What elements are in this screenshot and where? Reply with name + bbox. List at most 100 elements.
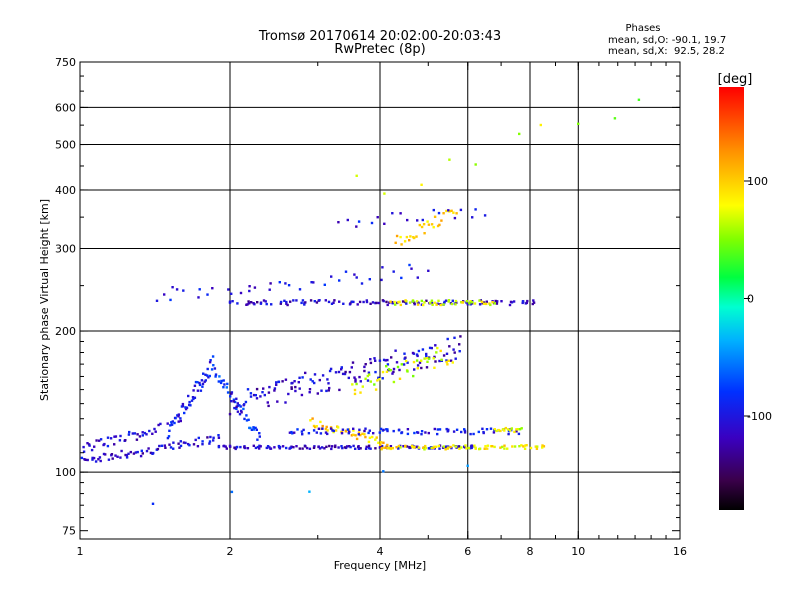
- data-point: [303, 303, 306, 306]
- data-point: [432, 446, 435, 449]
- data-point: [187, 394, 190, 398]
- data-point: [359, 380, 362, 383]
- data-point: [489, 303, 492, 307]
- data-point: [437, 211, 441, 215]
- data-point: [174, 416, 177, 420]
- data-point: [478, 447, 481, 451]
- data-point: [379, 441, 383, 444]
- data-point: [323, 447, 326, 450]
- data-point: [254, 394, 257, 397]
- data-point: [262, 387, 265, 390]
- data-point: [389, 445, 393, 448]
- data-point: [398, 300, 401, 303]
- data-point: [468, 302, 471, 305]
- data-point: [399, 303, 402, 307]
- data-point: [371, 301, 375, 304]
- data-point: [265, 446, 268, 450]
- data-point: [397, 429, 401, 432]
- data-point: [154, 430, 157, 433]
- data-point: [171, 286, 174, 289]
- data-point: [255, 387, 259, 391]
- data-point: [301, 376, 304, 379]
- chart-subtitle: RwPretec (8p): [334, 42, 425, 57]
- data-point: [132, 452, 136, 455]
- data-point: [364, 377, 367, 380]
- data-point: [247, 418, 250, 421]
- data-point: [298, 447, 301, 450]
- data-point: [422, 446, 425, 449]
- data-point: [466, 464, 469, 467]
- data-point: [149, 451, 153, 455]
- data-point: [368, 278, 371, 281]
- data-point: [188, 400, 191, 404]
- data-point: [489, 427, 493, 430]
- data-point: [416, 354, 419, 358]
- data-point: [348, 445, 351, 448]
- data-point: [345, 445, 349, 448]
- data-point: [399, 212, 402, 215]
- data-point: [355, 225, 358, 228]
- data-point: [437, 299, 440, 302]
- data-point: [340, 432, 344, 435]
- data-point: [393, 300, 396, 304]
- data-point: [127, 452, 130, 455]
- data-point: [245, 419, 249, 422]
- data-point: [308, 490, 311, 493]
- data-point: [439, 349, 442, 353]
- data-point: [474, 446, 477, 449]
- data-point: [430, 346, 433, 350]
- data-point: [310, 281, 313, 284]
- data-point: [357, 431, 361, 434]
- data-point: [354, 380, 357, 383]
- data-point: [278, 445, 282, 449]
- data-point: [191, 396, 195, 399]
- data-point: [536, 445, 539, 448]
- data-point: [425, 366, 429, 369]
- data-point: [254, 446, 258, 450]
- data-point: [411, 445, 414, 449]
- data-point: [184, 441, 187, 445]
- data-point: [114, 454, 117, 457]
- data-point: [447, 299, 451, 302]
- data-point: [332, 301, 335, 304]
- data-point: [413, 236, 416, 240]
- data-point: [443, 301, 446, 305]
- data-point: [304, 301, 307, 304]
- chart-title: Tromsø 20170614 20:02:00-20:03:43: [258, 29, 501, 44]
- data-point: [304, 445, 307, 448]
- data-points: [80, 98, 641, 505]
- data-point: [266, 445, 270, 448]
- data-point: [359, 391, 362, 394]
- data-point: [426, 220, 429, 223]
- data-point: [255, 428, 258, 431]
- data-point: [420, 225, 424, 229]
- data-point: [315, 301, 319, 304]
- data-point: [219, 381, 223, 385]
- data-point: [472, 432, 475, 436]
- data-point: [82, 450, 86, 453]
- data-point: [369, 361, 373, 365]
- data-point: [358, 300, 362, 304]
- data-point: [400, 363, 403, 366]
- data-point: [281, 445, 285, 448]
- colorbar-tick-label: -100: [747, 410, 772, 423]
- data-point: [486, 444, 490, 447]
- data-point: [386, 363, 390, 366]
- data-point: [226, 391, 230, 394]
- data-point: [454, 299, 458, 303]
- data-point: [277, 380, 281, 383]
- data-point: [358, 375, 361, 379]
- data-point: [409, 235, 412, 238]
- data-point: [204, 379, 207, 382]
- data-point: [163, 444, 166, 447]
- data-point: [313, 373, 317, 376]
- data-point: [138, 435, 142, 438]
- data-point: [240, 411, 243, 414]
- data-point: [352, 300, 355, 304]
- data-point: [268, 385, 271, 389]
- axes: 1 2 4 6 8 10 16 75 100 200 300 400 500 600 750: [55, 56, 687, 558]
- data-point: [169, 424, 172, 427]
- data-point: [141, 431, 144, 434]
- data-point: [427, 269, 430, 272]
- data-point: [466, 303, 469, 306]
